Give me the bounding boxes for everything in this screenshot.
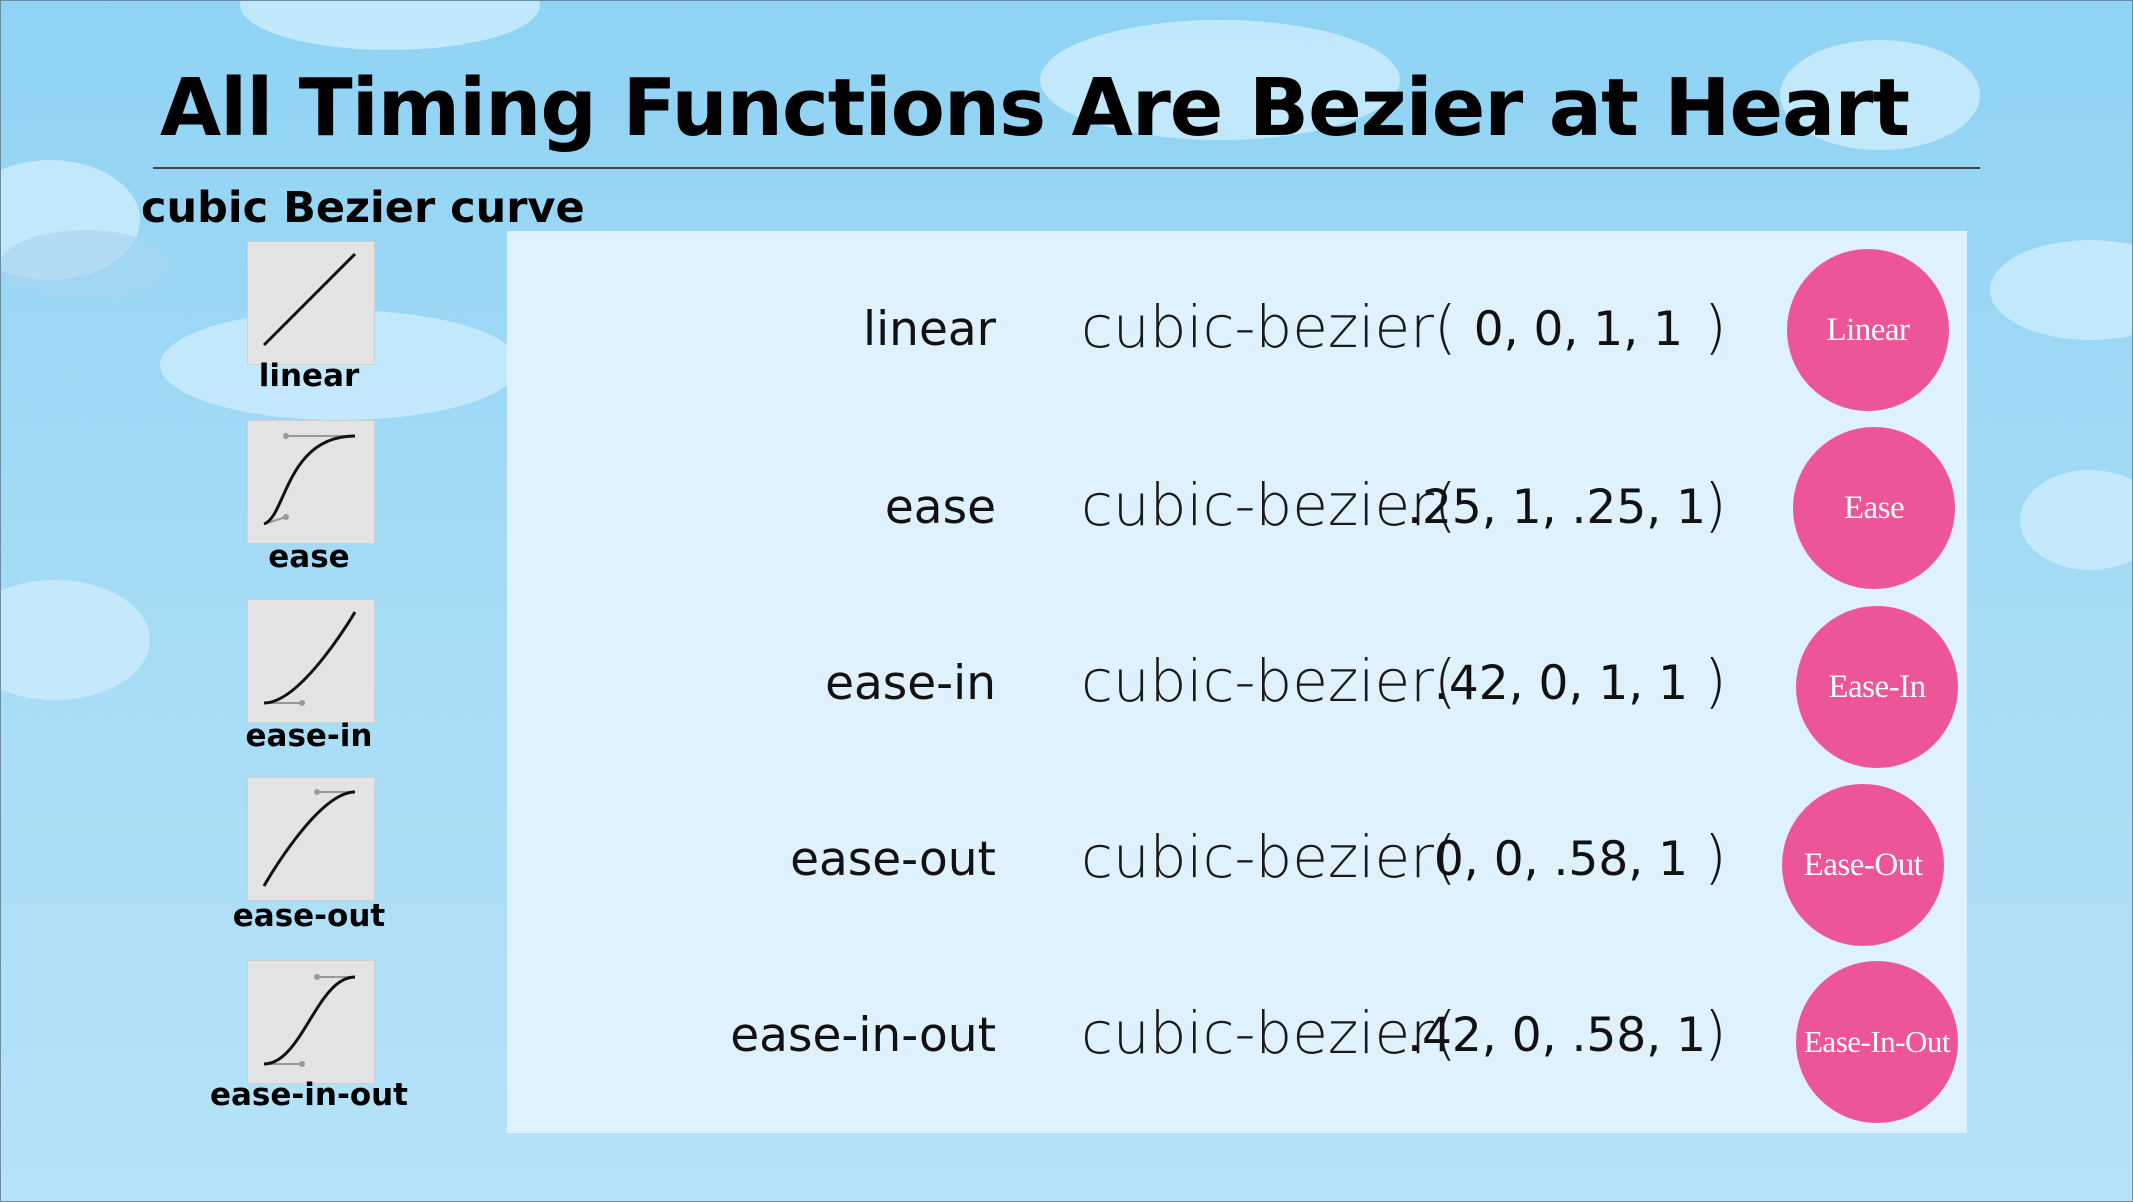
cubic-bezier-close: ) — [1704, 823, 1727, 891]
demo-ball-ease-out[interactable]: Ease-Out — [1782, 784, 1944, 946]
cloud-decoration — [2020, 470, 2133, 570]
cubic-bezier-args: 0, 0, 1, 1 — [1473, 302, 1683, 357]
demo-ball-ease-in[interactable]: Ease-In — [1796, 606, 1958, 768]
slide-subtitle: cubic Bezier curve — [141, 183, 585, 233]
thumbnail-label: ease-out — [232, 898, 386, 934]
ease-in-curve-icon — [247, 599, 375, 723]
thumbnail-label: ease — [268, 539, 350, 575]
cubic-bezier-close: ) — [1704, 471, 1727, 539]
thumbnail-label: ease-in — [245, 718, 373, 754]
cubic-bezier-close: ) — [1704, 293, 1727, 361]
demo-ball-ease-in-out[interactable]: Ease-In-Out — [1796, 961, 1958, 1123]
cubic-bezier-args: .25, 1, .25, 1 — [1407, 480, 1706, 535]
linear-curve-icon — [247, 241, 375, 365]
title-divider — [153, 167, 1980, 169]
timing-functions-panel — [507, 231, 1967, 1133]
cubic-bezier-call: cubic-bezier( — [1081, 999, 1457, 1067]
slide-title: All Timing Functions Are Bezier at Heart — [160, 62, 1910, 154]
cubic-bezier-args: .42, 0, 1, 1 — [1433, 656, 1688, 711]
demo-ball-linear[interactable]: Linear — [1787, 249, 1949, 411]
cloud-decoration — [1780, 40, 1980, 150]
timing-function-name: ease-in-out — [730, 1008, 996, 1063]
thumbnail-label: linear — [258, 358, 360, 394]
cubic-bezier-call: cubic-bezier( — [1081, 647, 1457, 715]
cubic-bezier-call: cubic-bezier( — [1081, 471, 1457, 539]
cloud-decoration — [1040, 20, 1400, 140]
cubic-bezier-args: .42, 0, .58, 1 — [1407, 1008, 1706, 1063]
timing-function-name: ease-in — [825, 656, 996, 711]
cubic-bezier-call: cubic-bezier( — [1081, 823, 1457, 891]
ease-curve-icon — [247, 420, 375, 544]
cubic-bezier-close: ) — [1704, 999, 1727, 1067]
cubic-bezier-args: 0, 0, .58, 1 — [1433, 832, 1688, 887]
cubic-bezier-close: ) — [1704, 647, 1727, 715]
timing-function-name: ease-out — [790, 832, 996, 887]
cloud-decoration — [0, 580, 150, 700]
ease-out-curve-icon — [247, 777, 375, 901]
timing-function-name: ease — [884, 480, 996, 535]
thumbnail-label: ease-in-out — [209, 1077, 409, 1113]
ease-in-out-curve-icon — [247, 960, 375, 1084]
timing-function-name: linear — [863, 302, 996, 357]
cloud-decoration — [0, 230, 170, 300]
demo-ball-ease[interactable]: Ease — [1793, 427, 1955, 589]
cubic-bezier-call: cubic-bezier( — [1081, 293, 1457, 361]
